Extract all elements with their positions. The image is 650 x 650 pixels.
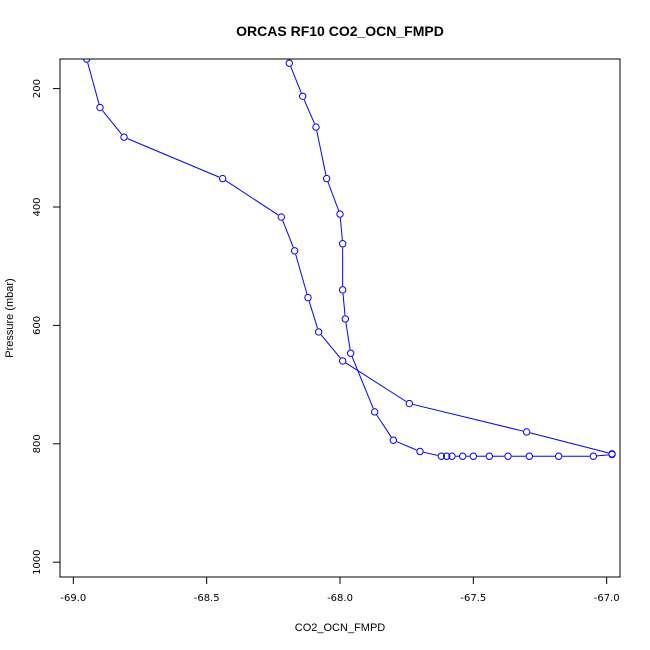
data-point (82, 59, 91, 63)
plot-frame (59, 58, 621, 578)
y-tick-label: 600 (32, 316, 43, 335)
data-point (218, 174, 227, 183)
series-segment (345, 362, 407, 402)
data-point (405, 399, 414, 408)
series-1 (82, 59, 616, 458)
series-segment (396, 441, 417, 451)
data-point (525, 452, 534, 460)
data-point (322, 174, 331, 183)
data-point (338, 357, 347, 365)
series-segment (412, 403, 524, 432)
data-point (312, 123, 320, 131)
data-point (285, 59, 294, 67)
series-segment (87, 62, 100, 105)
data-point (458, 452, 467, 460)
y-axis-label: Pressure (mbar) (4, 278, 16, 357)
data-point (277, 213, 286, 221)
series-segment (290, 66, 302, 93)
y-axis: 200 400 600 800 1000 (32, 79, 61, 575)
series-segment (303, 99, 315, 124)
x-tick-label: -67.0 (594, 593, 620, 604)
x-tick-label: -68.5 (194, 593, 220, 604)
data-point (469, 452, 478, 460)
x-axis: -69.0 -68.5 -68.0 -67.5 -67.0 (60, 576, 620, 604)
data-point (338, 240, 347, 248)
data-point (304, 293, 312, 302)
data-point (437, 452, 446, 460)
data-point (522, 428, 531, 436)
data-point (589, 452, 598, 460)
series-segment (102, 110, 122, 135)
series-segment (282, 220, 294, 248)
series-segment (351, 356, 374, 409)
series-segment (320, 334, 341, 359)
series-segment (225, 180, 279, 216)
data-point (298, 92, 307, 100)
series-segment (316, 130, 327, 175)
data-point (290, 247, 299, 255)
x-axis-label: CO2_OCN_FMPD (295, 622, 386, 634)
data-point (314, 328, 323, 336)
series-segment (376, 414, 392, 438)
data-point (346, 349, 355, 357)
chart-title: ORCAS RF10 CO2_OCN_FMPD (236, 23, 444, 39)
data-point (338, 286, 347, 294)
y-tick-label: 200 (32, 79, 43, 98)
data-point (442, 452, 451, 460)
data-point (608, 450, 616, 459)
y-tick-label: 800 (32, 434, 43, 453)
y-tick-label: 1000 (32, 549, 43, 574)
series-segment (295, 254, 308, 295)
series-segment (345, 322, 351, 350)
data-point (504, 452, 512, 460)
data-point (554, 452, 563, 460)
data-point (336, 210, 344, 218)
data-point (389, 436, 398, 444)
data-point (485, 452, 494, 460)
data-point (416, 447, 424, 456)
data-point (448, 452, 456, 460)
data-point (370, 408, 379, 416)
series-segment (530, 432, 609, 454)
data-point (341, 315, 350, 323)
series-segment (423, 451, 438, 456)
y-tick-label: 400 (32, 197, 43, 216)
x-tick-label: -67.5 (460, 593, 486, 604)
series-segment (597, 454, 609, 457)
series-segment (308, 301, 319, 329)
series-segment (339, 217, 343, 240)
data-point (120, 133, 128, 141)
series-segment (127, 138, 220, 178)
x-tick-label: -69.0 (60, 593, 86, 604)
series-2 (285, 59, 616, 460)
series-segment (342, 293, 346, 316)
x-tick-label: -68.0 (327, 593, 353, 604)
series-segment (327, 181, 340, 211)
series-layer (82, 59, 616, 460)
data-point (96, 103, 104, 112)
